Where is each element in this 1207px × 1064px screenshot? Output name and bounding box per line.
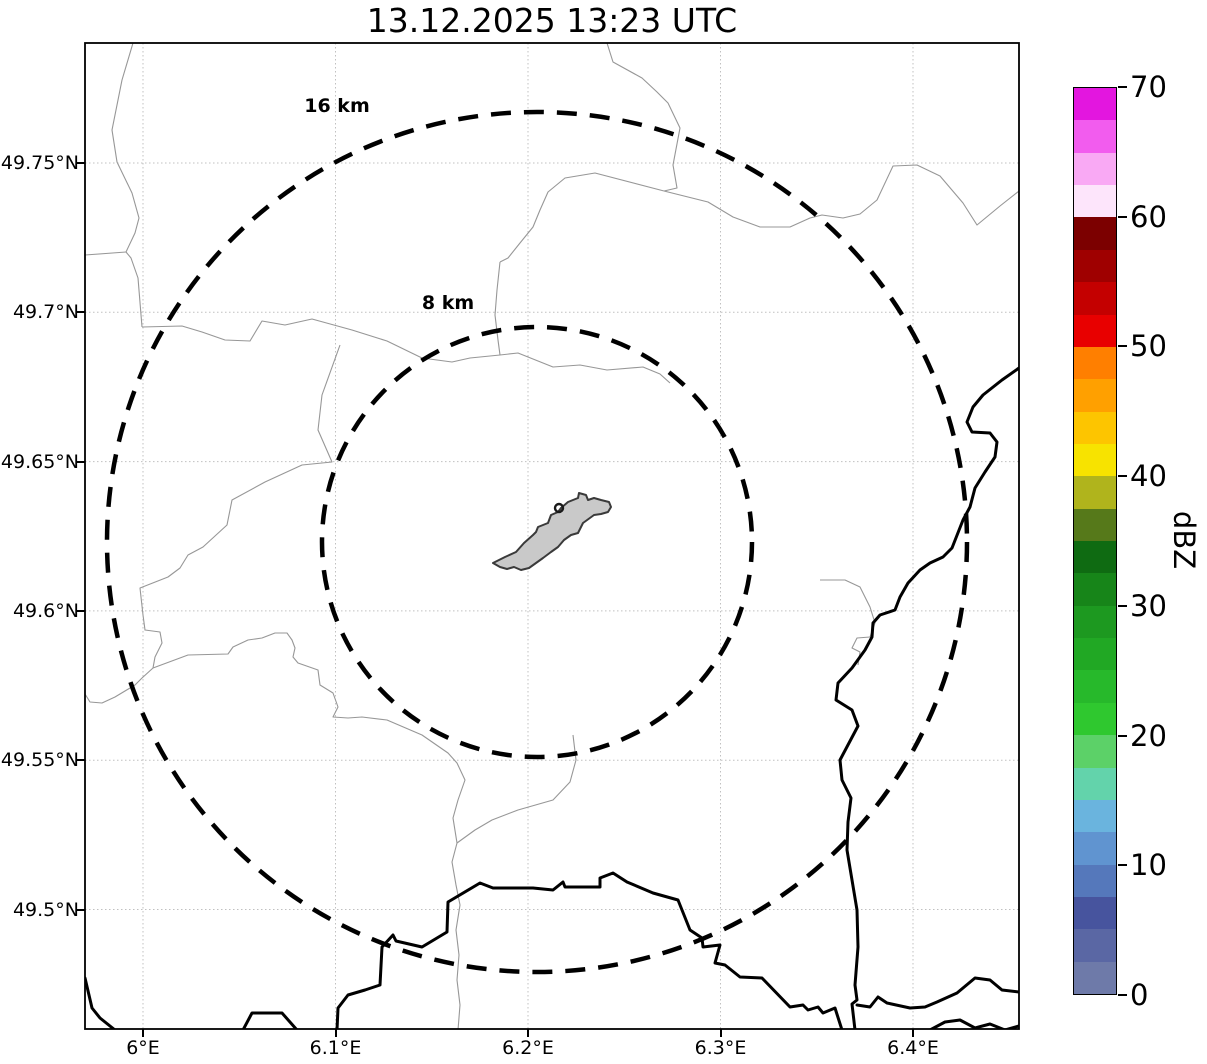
- country-border-path: [928, 1018, 1019, 1029]
- colorbar-band-32.5-35: [1074, 540, 1116, 574]
- colorbar-band-25-27.5: [1074, 637, 1116, 671]
- colorbar-band-12.5-15: [1074, 799, 1116, 833]
- x-axis-tick-label: 6.4°E: [887, 1037, 939, 1059]
- colorbar-band-55-57.5: [1074, 249, 1116, 283]
- admin-boundary-path: [820, 579, 876, 666]
- colorbar-tick: [1118, 994, 1127, 996]
- admin-boundary-path: [152, 632, 466, 1029]
- figure-title: 13.12.2025 13:23 UTC: [366, 1, 738, 40]
- colorbar-tick: [1118, 734, 1127, 737]
- colorbar-band-22.5-25: [1074, 670, 1116, 703]
- colorbar-tick-label: 60: [1130, 199, 1167, 234]
- colorbar-band-37.5-40: [1074, 475, 1116, 509]
- colorbar-band-20-22.5: [1074, 702, 1116, 736]
- colorbar-axis-label: dBZ: [1167, 510, 1201, 570]
- airport-layer: [492, 492, 612, 571]
- y-axis-tick: [77, 759, 85, 762]
- y-axis-tick: [77, 609, 85, 612]
- admin-boundary-path: [456, 734, 577, 844]
- colorbar-band-15-17.5: [1074, 767, 1116, 800]
- range-rings-layer: [104, 109, 970, 975]
- admin-boundary-path: [85, 251, 127, 256]
- x-axis-tick: [719, 1029, 722, 1037]
- colorbar-band-52.5-55: [1074, 281, 1116, 315]
- colorbar: [1073, 87, 1117, 995]
- y-axis-tick: [77, 908, 85, 911]
- country-border-path: [85, 976, 117, 1029]
- colorbar-tick: [1118, 345, 1127, 348]
- colorbar-band-5-7.5: [1074, 896, 1116, 930]
- colorbar-band-27.5-30: [1074, 605, 1116, 639]
- colorbar-tick: [1118, 86, 1127, 88]
- range-ring-label-16km: 16 km: [304, 95, 370, 117]
- y-axis-tick-label: 49.75°N: [0, 152, 79, 174]
- grid-layer: [85, 43, 1019, 1029]
- colorbar-tick-label: 10: [1130, 848, 1167, 883]
- x-axis-tick-label: 6.2°E: [502, 1037, 554, 1059]
- y-axis-tick-label: 49.55°N: [0, 749, 79, 772]
- colorbar-band-65-67.5: [1074, 119, 1116, 153]
- admin-boundary-path: [85, 344, 341, 704]
- range-ring-8km: [319, 324, 755, 760]
- x-axis-tick-label: 6.1°E: [309, 1037, 362, 1059]
- colorbar-band-17.5-20: [1074, 734, 1116, 768]
- colorbar-tick: [1118, 604, 1127, 607]
- x-axis-tick: [334, 1029, 337, 1037]
- colorbar-band-42.5-45: [1074, 411, 1116, 444]
- x-axis-tick-label: 6°E: [126, 1037, 160, 1059]
- colorbar-band-35-37.5: [1074, 508, 1116, 541]
- range-ring-label-8km: 8 km: [421, 292, 475, 314]
- colorbar-band-67.5-70: [1074, 87, 1116, 121]
- range-ring-16km: [104, 109, 970, 975]
- y-axis-tick-label: 49.5°N: [12, 898, 79, 921]
- radar-site-marker: [553, 502, 565, 514]
- y-axis-tick: [77, 460, 85, 463]
- colorbar-band-57.5-60: [1074, 217, 1116, 250]
- country-borders-layer: [85, 366, 1019, 1029]
- admin-boundary-path: [499, 172, 665, 263]
- colorbar-band-60-62.5: [1074, 184, 1116, 218]
- country-border-path: [855, 976, 1019, 1010]
- x-axis-tick: [527, 1029, 529, 1037]
- colorbar-band-10-12.5: [1074, 831, 1116, 865]
- x-axis-tick-label: 6.3°E: [694, 1037, 747, 1059]
- colorbar-band-47.5-50: [1074, 346, 1116, 380]
- admin-boundary-path: [663, 164, 1019, 228]
- map-frame: [84, 42, 1020, 1030]
- admin-boundary-path: [111, 43, 143, 328]
- y-axis-tick-label: 49.7°N: [12, 301, 79, 324]
- colorbar-tick: [1118, 475, 1127, 478]
- colorbar-tick-label: 40: [1130, 459, 1167, 494]
- colorbar-tick: [1118, 864, 1127, 867]
- country-border-path: [834, 366, 1019, 1029]
- colorbar-tick-label: 50: [1130, 329, 1167, 364]
- x-axis-tick: [142, 1029, 144, 1037]
- y-axis-tick: [77, 162, 85, 164]
- airport-area-outline: [492, 492, 612, 571]
- colorbar-band-62.5-65: [1074, 152, 1116, 186]
- y-axis-tick-label: 49.65°N: [0, 450, 79, 473]
- colorbar-band-45-47.5: [1074, 378, 1116, 412]
- admin-boundary-path: [606, 43, 681, 192]
- country-border-path: [335, 871, 844, 1029]
- admin-boundary-path: [494, 261, 501, 356]
- y-axis-tick-label: 49.6°N: [12, 599, 79, 622]
- colorbar-tick-label: 0: [1130, 978, 1149, 1012]
- colorbar-tick-label: 20: [1130, 718, 1167, 753]
- colorbar-band-7.5-10: [1074, 864, 1116, 897]
- colorbar-tick: [1118, 215, 1127, 218]
- colorbar-band-2.5-5: [1074, 928, 1116, 962]
- colorbar-band-40-42.5: [1074, 443, 1116, 477]
- colorbar-tick-label: 30: [1130, 588, 1167, 623]
- colorbar-band-0-2.5: [1074, 961, 1116, 994]
- colorbar-band-50-52.5: [1074, 314, 1116, 347]
- country-border-path: [241, 1011, 299, 1029]
- colorbar-band-30-32.5: [1074, 572, 1116, 606]
- x-axis-tick: [912, 1029, 914, 1037]
- colorbar-tick-label: 70: [1130, 70, 1167, 104]
- y-axis-tick: [77, 311, 85, 314]
